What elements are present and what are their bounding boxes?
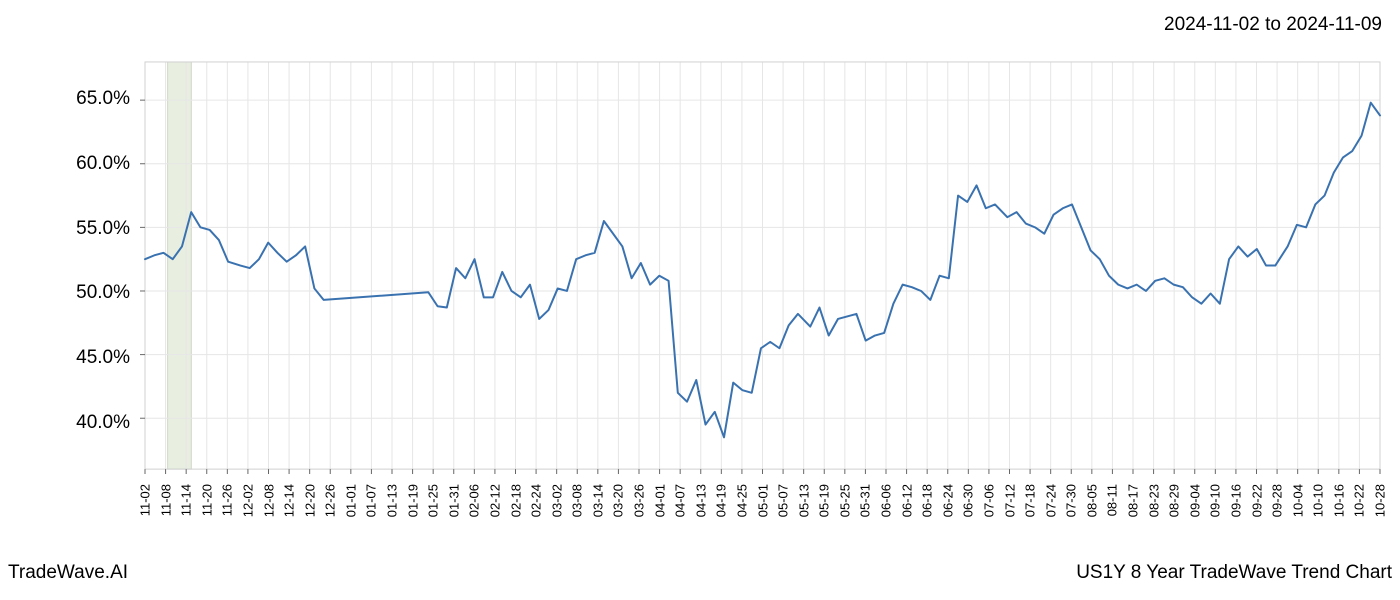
x-tick-label: 01-07 (364, 484, 379, 517)
y-tick-label: 55.0% (76, 218, 130, 240)
x-tick-label: 11-26 (220, 484, 235, 516)
x-tick-label: 11-02 (138, 484, 153, 516)
chart-area (145, 60, 1380, 475)
x-tick-label: 06-06 (879, 484, 894, 517)
x-tick-label: 05-07 (776, 484, 791, 517)
x-tick-label: 11-08 (158, 484, 173, 516)
y-tick-label: 45.0% (76, 347, 130, 369)
x-tick-label: 09-22 (1249, 484, 1264, 517)
x-tick-label: 09-16 (1228, 484, 1243, 517)
x-tick-label: 03-14 (590, 484, 605, 517)
x-tick-label: 07-06 (981, 484, 996, 517)
x-tick-label: 03-26 (632, 484, 647, 517)
x-tick-label: 08-23 (1146, 484, 1161, 517)
x-tick-label: 01-31 (446, 484, 461, 517)
x-tick-label: 02-12 (487, 484, 502, 517)
x-tick-label: 03-02 (549, 484, 564, 517)
x-tick-label: 12-02 (240, 484, 255, 517)
y-tick-label: 40.0% (76, 412, 130, 434)
x-tick-label: 07-24 (1043, 484, 1058, 517)
x-tick-label: 02-06 (467, 484, 482, 517)
x-tick-label: 04-01 (652, 484, 667, 517)
x-tick-label: 05-13 (796, 484, 811, 517)
x-tick-label: 12-08 (261, 484, 276, 517)
date-range: 2024-11-02 to 2024-11-09 (1164, 14, 1382, 36)
line-chart-svg (145, 60, 1380, 475)
y-axis-labels: 40.0% 45.0% 50.0% 55.0% 60.0% 65.0% (0, 60, 140, 475)
x-tick-label: 03-08 (570, 484, 585, 517)
x-tick-label: 11-20 (199, 484, 214, 516)
x-tick-label: 03-20 (611, 484, 626, 517)
x-tick-label: 08-29 (1167, 484, 1182, 517)
x-tick-label: 12-14 (282, 484, 297, 517)
x-tick-label: 05-01 (755, 484, 770, 517)
x-tick-label: 04-07 (673, 484, 688, 517)
x-tick-label: 04-25 (734, 484, 749, 517)
footer-chart-title: US1Y 8 Year TradeWave Trend Chart (1076, 562, 1392, 584)
x-tick-label: 01-01 (343, 484, 358, 517)
x-tick-label: 06-18 (920, 484, 935, 517)
x-tick-label: 10-22 (1352, 484, 1367, 517)
y-tick-label: 50.0% (76, 282, 130, 304)
x-tick-label: 09-10 (1208, 484, 1223, 517)
x-tick-label: 06-24 (940, 484, 955, 517)
x-tick-label: 12-20 (302, 484, 317, 517)
x-tick-label: 01-25 (426, 484, 441, 517)
x-tick-label: 05-19 (817, 484, 832, 517)
footer-brand: TradeWave.AI (8, 562, 128, 584)
x-tick-label: 10-28 (1373, 484, 1388, 517)
x-tick-label: 11-14 (179, 484, 194, 516)
x-tick-label: 08-17 (1126, 484, 1141, 517)
x-tick-label: 10-16 (1331, 484, 1346, 517)
x-tick-label: 12-26 (323, 484, 338, 517)
x-tick-label: 09-04 (1187, 484, 1202, 517)
x-tick-label: 07-30 (1064, 484, 1079, 517)
x-tick-label: 05-25 (837, 484, 852, 517)
x-tick-label: 06-30 (961, 484, 976, 517)
x-tick-label: 09-28 (1270, 484, 1285, 517)
x-tick-label: 10-04 (1290, 484, 1305, 517)
x-tick-label: 06-12 (899, 484, 914, 517)
x-tick-label: 02-18 (508, 484, 523, 517)
x-tick-label: 04-19 (714, 484, 729, 517)
x-tick-label: 07-12 (1002, 484, 1017, 517)
x-tick-label: 04-13 (693, 484, 708, 517)
x-tick-label: 01-13 (385, 484, 400, 517)
x-tick-label: 08-05 (1084, 484, 1099, 517)
y-tick-label: 60.0% (76, 153, 130, 175)
y-tick-label: 65.0% (76, 88, 130, 110)
x-tick-label: 08-11 (1105, 484, 1120, 516)
x-axis-labels: 11-0211-0811-1411-2011-2612-0212-0812-14… (145, 480, 1380, 550)
x-tick-label: 07-18 (1023, 484, 1038, 517)
x-tick-label: 02-24 (529, 484, 544, 517)
x-tick-label: 10-10 (1311, 484, 1326, 517)
x-tick-label: 05-31 (858, 484, 873, 517)
x-tick-label: 01-19 (405, 484, 420, 517)
